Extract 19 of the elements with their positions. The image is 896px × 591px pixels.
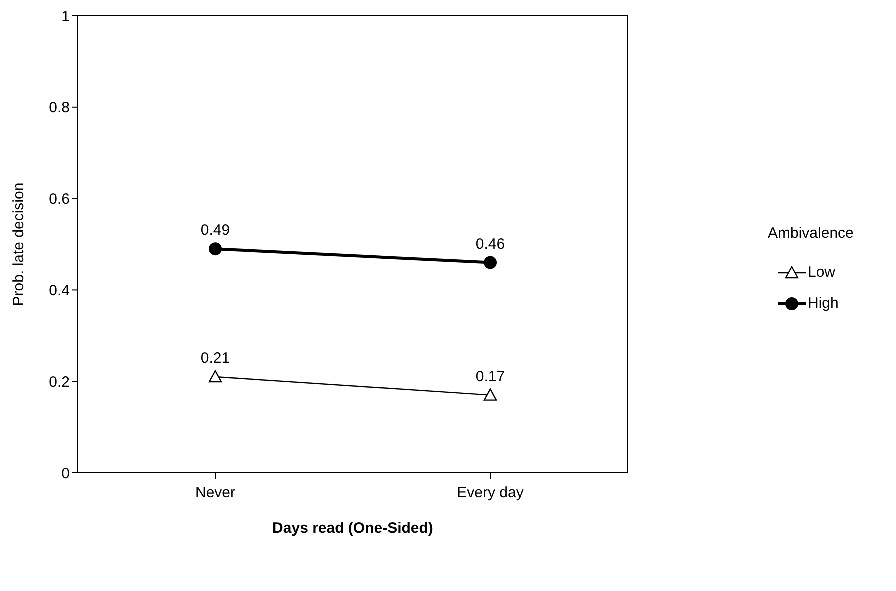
x-tick-label: Never (195, 484, 236, 502)
y-tick-label: 0.6 (49, 191, 70, 208)
x-tick-label: Every day (457, 484, 524, 502)
data-label: 0.49 (200, 222, 230, 240)
point (484, 256, 497, 270)
legend-label: High (808, 295, 839, 312)
data-label: 0.21 (200, 350, 230, 368)
y-tick-label: 0.2 (49, 374, 70, 391)
y-axis-title: Prob. late decision (10, 182, 28, 306)
y-tick-label: 1 (62, 8, 70, 26)
legend-title: Ambivalence (768, 225, 855, 242)
x-axis-title: Days read (One-Sided) (272, 520, 434, 537)
point (209, 242, 222, 256)
data-label: 0.46 (476, 236, 506, 253)
y-tick-label: 0.4 (49, 282, 70, 300)
data-label: 0.17 (476, 368, 506, 386)
y-tick-label: 0 (62, 465, 70, 482)
legend-label: Low (808, 264, 836, 281)
y-tick-label: 0.8 (49, 100, 70, 117)
